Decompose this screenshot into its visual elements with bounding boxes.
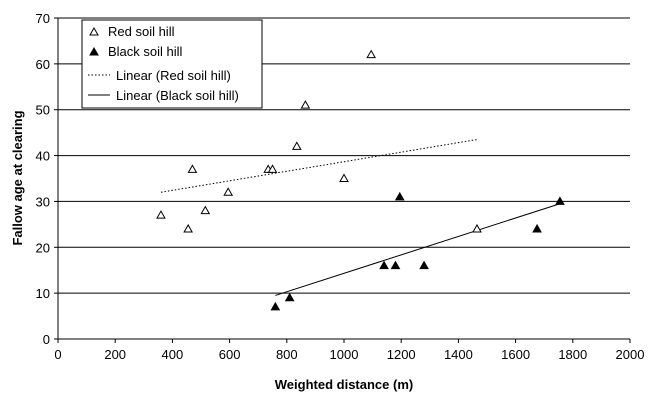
- point-black-soil-hill: [419, 260, 429, 270]
- legend-marker-black-soil-hill: [89, 46, 99, 56]
- point-black-soil-hill: [390, 260, 401, 270]
- y-tick-label: 10: [36, 286, 50, 301]
- x-tick-labels: 0 200 400 600 800 1000 1200 1400 1600 1800 2000: [54, 347, 644, 362]
- legend: Red soil hill Black soil hill Linear (Re…: [81, 19, 263, 109]
- point-red-soil-hill: [267, 164, 278, 173]
- x-tick-label: 200: [104, 347, 126, 362]
- y-tick-label: 0: [43, 332, 50, 347]
- point-red-soil-hill: [339, 173, 349, 182]
- trendlines: [160, 139, 561, 296]
- y-tick-label: 30: [36, 194, 50, 209]
- y-tick-label: 40: [36, 149, 50, 164]
- point-black-soil-hill: [532, 223, 542, 233]
- point-red-soil-hill: [291, 141, 302, 150]
- x-tick-label: 2000: [616, 347, 645, 362]
- x-axis-title: Weighted distance (m): [275, 377, 413, 392]
- legend-label-black-soil-hill: Black soil hill: [108, 44, 183, 59]
- x-tick-label: 1200: [387, 347, 416, 362]
- legend-box: [81, 19, 263, 109]
- trendline-black-soil-hill: [275, 203, 561, 296]
- data-points: [156, 49, 565, 311]
- axes: [54, 17, 631, 343]
- y-tick-label: 60: [36, 57, 50, 72]
- x-tick-label: 0: [54, 347, 61, 362]
- point-red-soil-hill: [223, 187, 234, 196]
- point-red-soil-hill: [472, 223, 482, 233]
- point-black-soil-hill: [379, 260, 389, 270]
- legend-label-black-trend: Linear (Black soil hill): [116, 88, 239, 103]
- x-tick-label: 1600: [501, 347, 530, 362]
- point-red-soil-hill: [187, 164, 198, 173]
- y-tick-label: 20: [36, 240, 50, 255]
- point-black-soil-hill: [555, 196, 565, 205]
- point-black-soil-hill: [284, 292, 295, 302]
- point-red-soil-hill: [183, 223, 193, 233]
- point-black-soil-hill: [394, 191, 405, 201]
- point-red-soil-hill: [156, 210, 166, 219]
- point-red-soil-hill: [200, 205, 211, 215]
- point-black-soil-hill: [270, 301, 281, 311]
- y-tick-label: 70: [36, 11, 50, 26]
- legend-marker-red-soil-hill: [89, 26, 99, 36]
- x-tick-label: 1800: [558, 347, 587, 362]
- y-axis-title: Fallow age at clearing: [10, 110, 25, 245]
- x-tick-label: 1000: [330, 347, 359, 362]
- x-tick-label: 400: [162, 347, 184, 362]
- legend-label-red-trend: Linear (Red soil hill): [116, 68, 231, 83]
- x-tick-label: 600: [219, 347, 241, 362]
- point-red-soil-hill: [366, 49, 377, 59]
- legend-label-red-soil-hill: Red soil hill: [108, 24, 175, 39]
- trendline-red-soil-hill: [160, 139, 478, 193]
- point-red-soil-hill: [300, 100, 311, 109]
- x-tick-label: 800: [276, 347, 298, 362]
- x-tick-label: 1400: [444, 347, 473, 362]
- y-tick-label: 50: [36, 103, 50, 118]
- y-tick-labels: 0 10 20 30 40 50 60 70: [36, 11, 50, 347]
